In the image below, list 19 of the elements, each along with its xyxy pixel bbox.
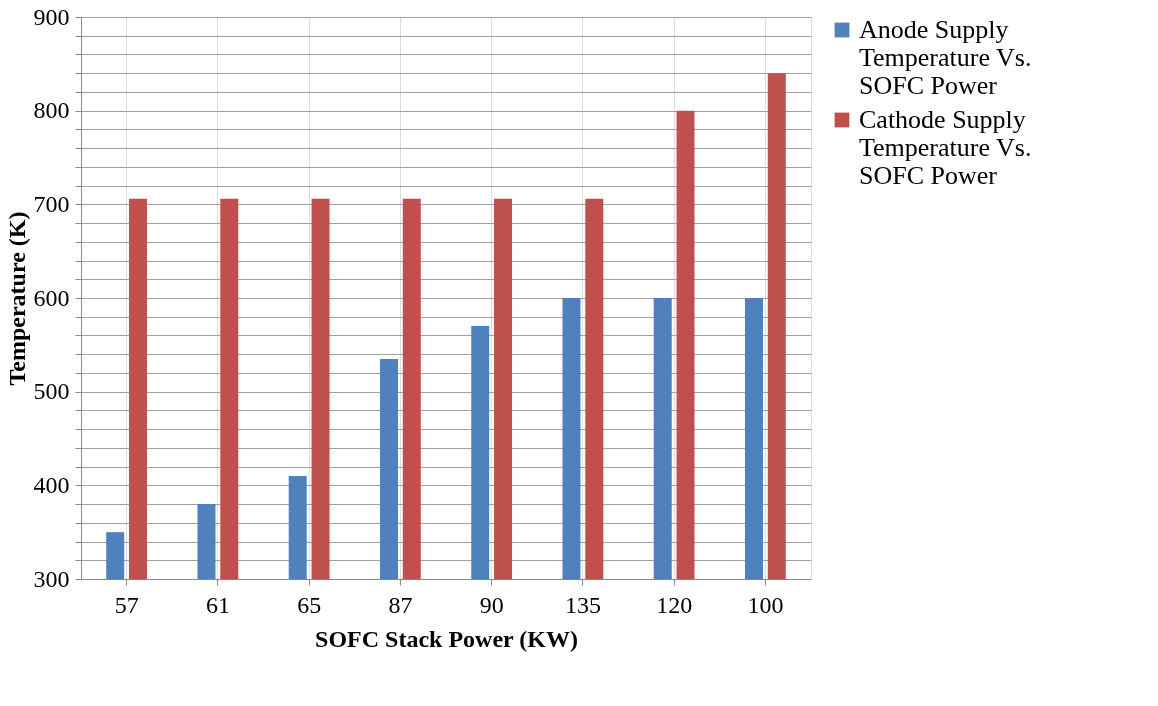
y-tick-label: 900 <box>33 3 70 30</box>
x-tick-label: 61 <box>205 591 230 618</box>
x-tick-label: 135 <box>564 591 601 618</box>
y-tick-label: 600 <box>33 284 70 311</box>
legend-label: Anode Supply Temperature Vs. SOFC Power <box>859 15 1032 100</box>
x-tick-label: 65 <box>297 591 322 618</box>
y-tick-label: 700 <box>33 190 70 217</box>
y-axis-title: Temperature (K) <box>3 211 30 386</box>
x-tick-label: 57 <box>114 591 139 618</box>
y-tick-label: 500 <box>33 378 70 405</box>
x-axis-title: SOFC Stack Power (KW) <box>315 625 578 652</box>
x-tick-label: 87 <box>388 591 413 618</box>
y-tick-label: 800 <box>33 97 70 124</box>
x-tick-label: 120 <box>656 591 693 618</box>
x-tick-label: 100 <box>747 591 784 618</box>
y-tick-label: 300 <box>33 565 70 592</box>
legend-label: Cathode Supply Temperature Vs. SOFC Power <box>859 105 1032 190</box>
x-tick-label: 90 <box>479 591 504 618</box>
y-tick-label: 400 <box>33 471 70 498</box>
